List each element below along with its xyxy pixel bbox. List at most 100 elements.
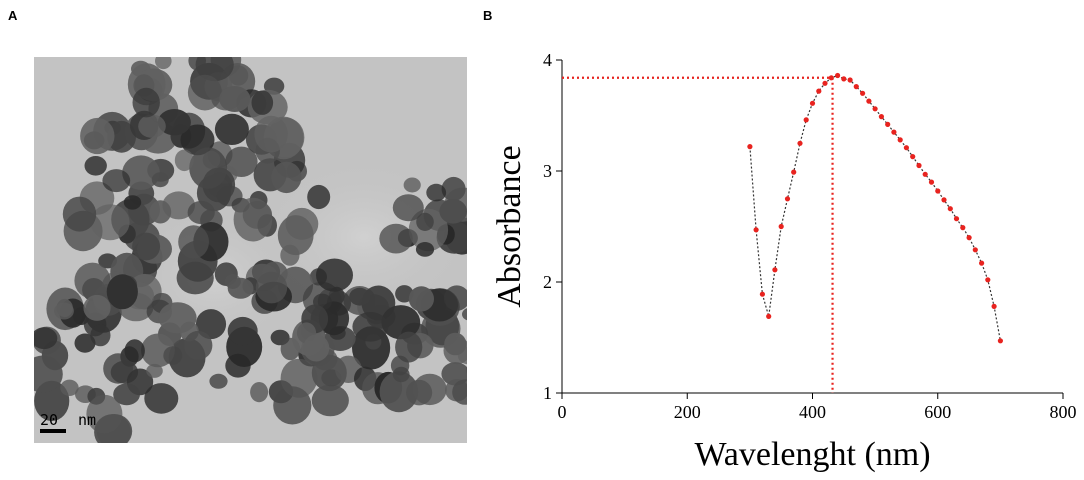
nanoparticle	[303, 334, 330, 362]
data-point	[966, 235, 972, 241]
nanoparticle	[102, 169, 131, 193]
y-ticks: 1 2 3 4	[543, 50, 562, 403]
data-point	[953, 216, 960, 222]
data-point	[941, 197, 947, 203]
y-tick-label: 4	[543, 50, 552, 70]
nanoparticle	[187, 200, 215, 225]
nanoparticle	[60, 379, 79, 396]
nanoparticle	[462, 308, 467, 321]
data-point	[935, 188, 941, 194]
nanoparticle	[84, 156, 107, 176]
y-axis-title: Absorbance	[491, 145, 528, 307]
nanoparticle	[280, 358, 318, 398]
nanoparticle	[379, 223, 413, 254]
data-point	[841, 76, 847, 82]
nanoparticle	[123, 195, 142, 210]
data-point	[903, 145, 909, 151]
nanoparticle	[74, 262, 111, 299]
data-point	[816, 88, 822, 94]
data-point	[872, 106, 878, 112]
data-point	[822, 80, 828, 86]
nanoparticle	[439, 199, 467, 224]
nanoparticle	[90, 204, 130, 241]
nanoparticle	[426, 183, 447, 202]
nanoparticle	[233, 197, 273, 242]
nanoparticle	[227, 316, 258, 346]
nanoparticle	[86, 394, 123, 434]
data-point	[759, 291, 765, 297]
nanoparticle	[255, 271, 288, 304]
nanoparticle	[74, 333, 96, 353]
nanoparticle	[452, 379, 467, 405]
x-tick-label: 200	[674, 402, 701, 422]
nanoparticle	[124, 339, 145, 363]
nanoparticle	[316, 258, 353, 292]
nanoparticle	[209, 373, 228, 389]
data-point	[928, 179, 935, 185]
data-point	[828, 75, 834, 81]
data-point	[853, 84, 859, 90]
panel-label-b: B	[483, 8, 493, 23]
data-point	[766, 313, 772, 319]
nanoparticle	[34, 355, 63, 393]
data-point	[922, 171, 928, 177]
nanoparticle	[416, 212, 434, 231]
nanoparticle-cluster	[34, 57, 467, 443]
micrograph-canvas: 20 nm	[34, 57, 467, 443]
nanoparticle	[151, 172, 169, 188]
nanoparticle	[155, 57, 172, 70]
data-point	[791, 169, 797, 175]
data-point	[778, 223, 784, 230]
nanoparticle	[251, 90, 274, 115]
y-tick-label: 2	[543, 272, 552, 292]
nanoparticle	[34, 327, 58, 350]
nanoparticle	[390, 355, 410, 376]
nanoparticle	[138, 114, 166, 138]
nanoparticle	[122, 155, 160, 190]
data-point	[960, 225, 966, 231]
x-ticks: 0 200 400 600 800	[558, 393, 1077, 422]
y-tick-label: 1	[543, 383, 552, 403]
data-point	[784, 196, 791, 202]
nanoparticle	[106, 274, 138, 310]
nanoparticle	[184, 330, 213, 360]
series-group	[747, 72, 1004, 344]
nanoparticle	[163, 346, 183, 365]
nanoparticle	[277, 215, 314, 256]
data-point	[803, 117, 809, 123]
nanoparticle	[379, 371, 419, 413]
nanoparticle	[406, 379, 433, 406]
nanoparticle	[441, 362, 467, 386]
nanoparticle	[444, 332, 467, 356]
nanoparticle	[214, 113, 249, 145]
nanoparticle	[80, 117, 115, 155]
panel-label-a: A	[8, 8, 18, 23]
data-point	[860, 90, 866, 96]
nanoparticle	[144, 383, 179, 414]
nanoparticle	[54, 302, 74, 320]
nanoparticle	[403, 177, 421, 193]
nanoparticle	[307, 184, 331, 210]
nanoparticle	[146, 363, 163, 378]
x-tick-label: 0	[558, 402, 567, 422]
nanoparticle	[162, 191, 195, 220]
nanoparticle	[254, 115, 288, 153]
x-axis-title: Wavelenght (nm)	[694, 436, 930, 473]
nanoparticle	[271, 161, 302, 194]
nanoparticle	[225, 353, 251, 378]
data-point	[866, 98, 872, 104]
nanoparticle	[195, 309, 227, 340]
nanoparticle	[224, 274, 241, 289]
data-point	[809, 100, 816, 106]
data-point	[878, 114, 884, 120]
nanoparticle	[157, 109, 191, 136]
nanoparticle	[441, 176, 466, 202]
data-point	[947, 206, 953, 212]
nanoparticle	[395, 331, 423, 363]
data-point	[985, 277, 991, 283]
series-line	[749, 74, 1001, 341]
data-point	[972, 247, 978, 253]
nanoparticle	[90, 324, 111, 347]
nanoparticle	[132, 232, 161, 261]
nanoparticle	[408, 286, 434, 312]
